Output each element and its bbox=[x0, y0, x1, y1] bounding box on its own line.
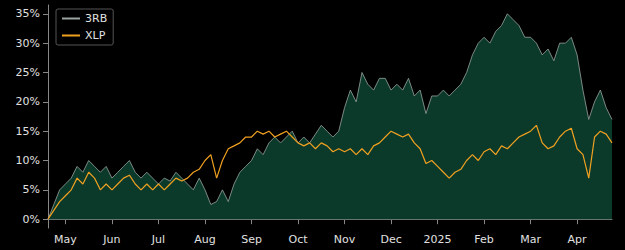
svg-text:Dec: Dec bbox=[380, 233, 401, 246]
svg-text:Oct: Oct bbox=[289, 233, 309, 246]
svg-text:30%: 30% bbox=[16, 37, 40, 50]
svg-text:Feb: Feb bbox=[474, 233, 493, 246]
svg-text:May: May bbox=[54, 233, 77, 246]
svg-text:35%: 35% bbox=[16, 7, 40, 20]
svg-text:25%: 25% bbox=[16, 66, 40, 79]
svg-text:Sep: Sep bbox=[241, 233, 262, 246]
svg-text:0%: 0% bbox=[23, 213, 40, 226]
svg-text:XLP: XLP bbox=[85, 29, 106, 42]
svg-text:Aug: Aug bbox=[194, 233, 215, 246]
svg-text:15%: 15% bbox=[16, 125, 40, 138]
svg-text:20%: 20% bbox=[16, 95, 40, 108]
svg-text:Mar: Mar bbox=[520, 233, 541, 246]
svg-text:10%: 10% bbox=[16, 154, 40, 167]
svg-text:2025: 2025 bbox=[424, 233, 452, 246]
svg-text:Nov: Nov bbox=[334, 233, 356, 246]
svg-text:Apr: Apr bbox=[568, 233, 588, 246]
svg-text:Jul: Jul bbox=[151, 233, 165, 246]
svg-text:Jun: Jun bbox=[102, 233, 120, 246]
svg-text:5%: 5% bbox=[23, 183, 40, 196]
svg-text:3RB: 3RB bbox=[85, 12, 107, 25]
